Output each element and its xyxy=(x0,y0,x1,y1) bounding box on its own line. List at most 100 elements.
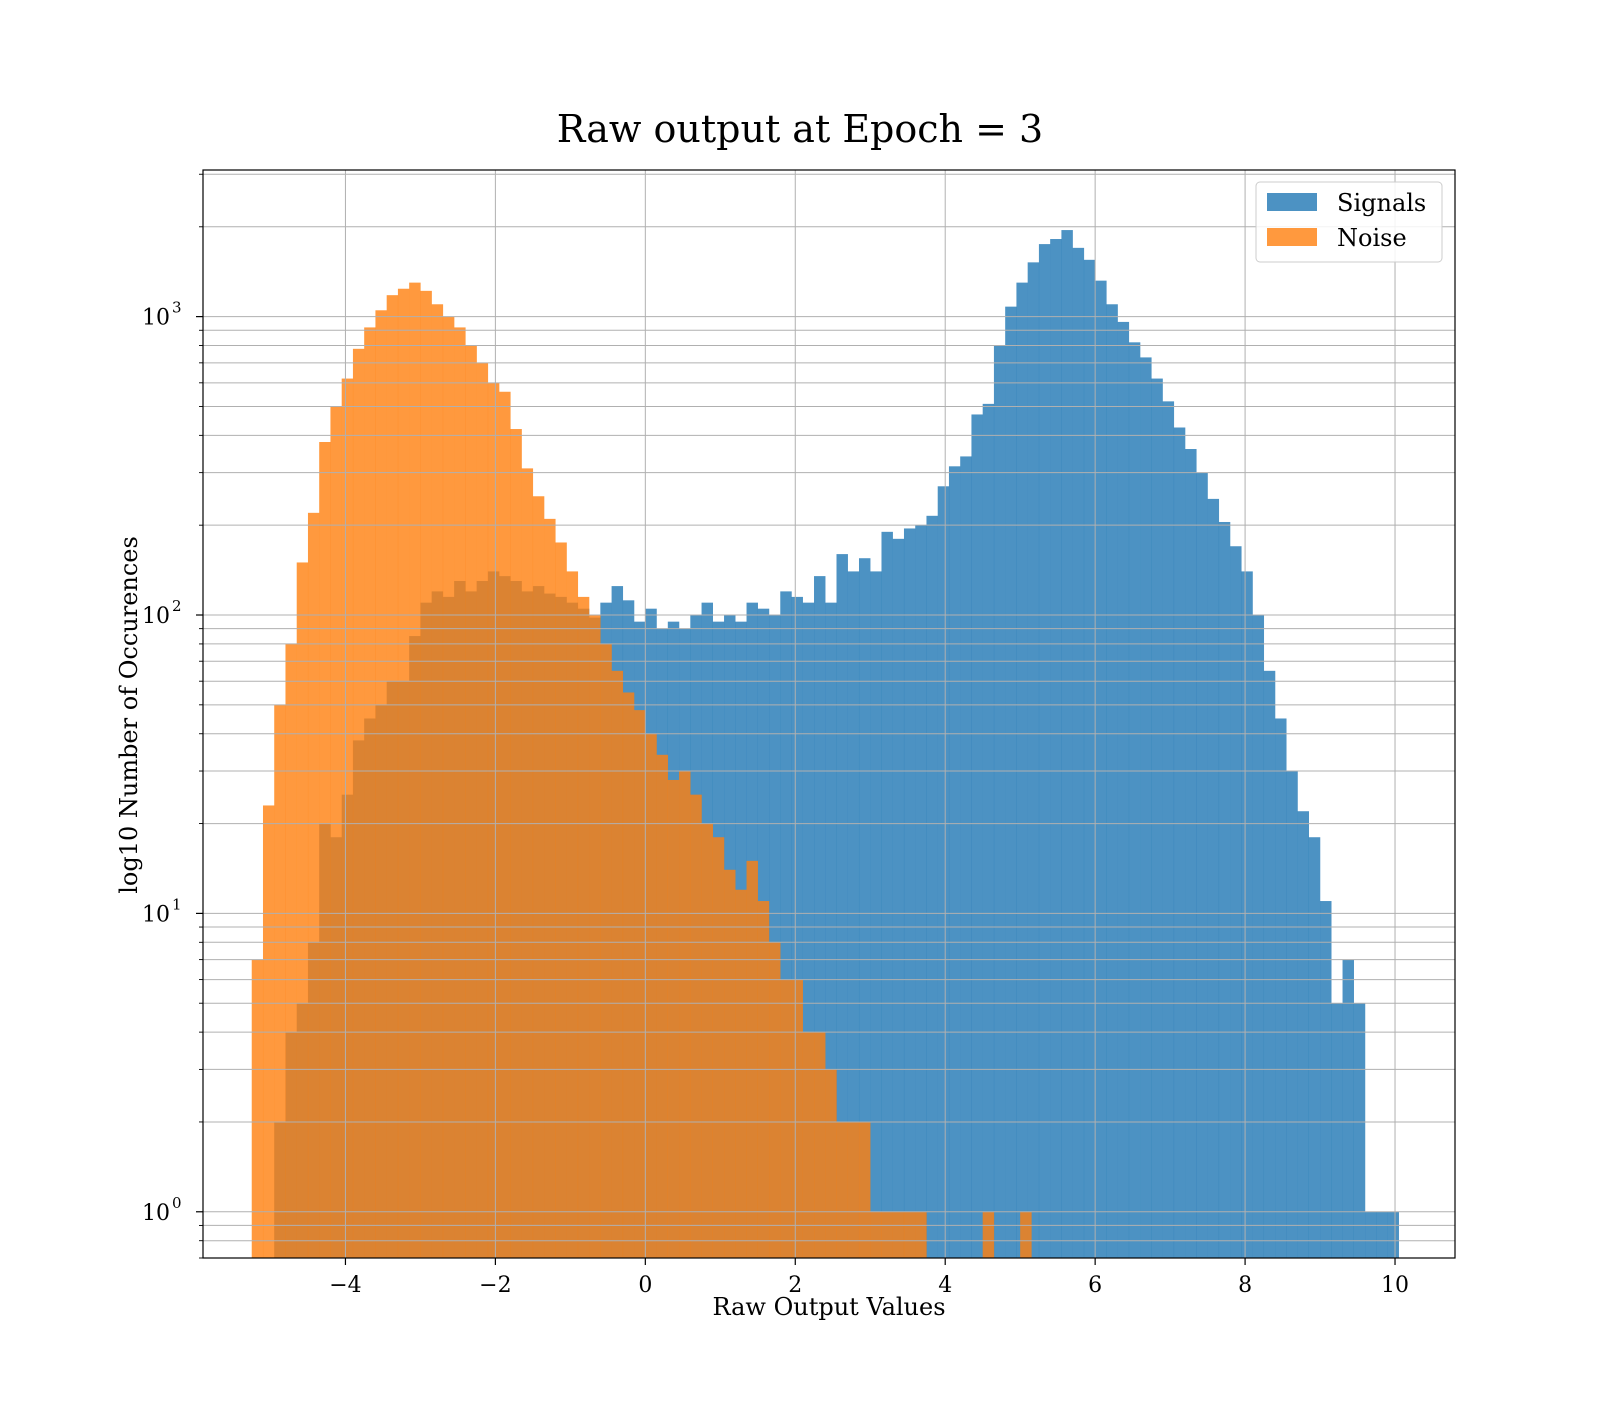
x-tick-label: 10 xyxy=(1381,1273,1409,1298)
legend-label-noise: Noise xyxy=(1337,224,1407,252)
bar-signals xyxy=(1275,718,1287,1258)
bar-signals xyxy=(825,602,837,1258)
grid-layer xyxy=(203,170,1455,1259)
chart-title: Raw output at Epoch = 3 xyxy=(557,107,1043,151)
bar-noise xyxy=(499,391,511,1258)
bar-noise xyxy=(476,362,489,1259)
bar-signals xyxy=(1365,1211,1377,1258)
bar-noise xyxy=(791,979,803,1258)
bar-noise xyxy=(667,779,680,1258)
bar-noise xyxy=(870,1211,882,1258)
bar-noise xyxy=(1020,1211,1032,1258)
bar-signals xyxy=(1050,239,1062,1258)
bar-noise xyxy=(622,692,635,1258)
bar-noise xyxy=(341,378,354,1258)
legend: Signals Noise xyxy=(1255,181,1443,263)
bar-signals xyxy=(1095,280,1107,1258)
bar-signals xyxy=(1297,811,1310,1258)
bar-signals xyxy=(915,525,927,1258)
bar-noise xyxy=(454,327,466,1258)
bar-signals xyxy=(1027,262,1040,1258)
y-tick-label: 10 1 xyxy=(142,895,182,927)
bar-noise xyxy=(589,615,601,1258)
bar-noise xyxy=(735,889,747,1258)
bar-noise xyxy=(746,860,758,1258)
bar-noise xyxy=(431,304,444,1258)
legend-swatch-signals xyxy=(1267,193,1317,211)
y-tick-base: 10 xyxy=(142,902,170,927)
bar-noise xyxy=(285,643,297,1258)
bar-noise xyxy=(802,1032,815,1258)
x-tick-label: 4 xyxy=(938,1273,952,1298)
bar-signals xyxy=(1083,259,1096,1258)
bar-noise xyxy=(780,979,792,1258)
bar-noise xyxy=(701,823,713,1258)
bar-noise xyxy=(555,542,567,1258)
bar-signals xyxy=(971,414,983,1259)
bar-signals xyxy=(1331,1003,1343,1258)
bar-noise xyxy=(465,345,477,1258)
bar-noise xyxy=(566,571,579,1258)
bar-noise xyxy=(690,794,702,1258)
x-tick-label: 0 xyxy=(638,1273,652,1298)
bar-noise xyxy=(757,901,770,1258)
bar-noise xyxy=(634,710,646,1258)
bar-noise xyxy=(274,704,286,1258)
bar-signals xyxy=(870,571,882,1258)
y-tick-base: 10 xyxy=(142,306,170,331)
bar-signals xyxy=(1072,247,1085,1259)
bar-noise xyxy=(532,496,545,1258)
bar-noise xyxy=(645,733,657,1258)
bar-noise xyxy=(814,1032,826,1258)
bar-signals xyxy=(903,528,916,1258)
bar-noise xyxy=(420,290,432,1259)
bar-signals xyxy=(1241,571,1253,1258)
y-tick-label: 10 0 xyxy=(142,1194,182,1226)
bar-signals xyxy=(982,403,995,1258)
bar-signals xyxy=(802,602,815,1258)
bar-signals xyxy=(1196,472,1208,1258)
bar-signals xyxy=(814,576,826,1258)
bar-signals xyxy=(993,345,1006,1258)
bar-signals xyxy=(1263,670,1276,1258)
bar-signals xyxy=(881,531,893,1258)
y-axis-label: log10 Number of Occurences xyxy=(115,536,143,894)
y-tick-exponent: 1 xyxy=(172,895,182,913)
bar-signals xyxy=(1185,449,1197,1258)
bars-layer xyxy=(251,230,1399,1259)
bar-noise xyxy=(858,1121,871,1258)
bar-noise xyxy=(600,643,612,1258)
bar-signals xyxy=(1128,342,1141,1259)
bar-signals xyxy=(1387,1211,1399,1258)
bar-signals xyxy=(769,615,781,1258)
bar-noise xyxy=(712,837,725,1258)
bar-signals xyxy=(1162,401,1175,1258)
y-tick-exponent: 2 xyxy=(172,597,182,615)
bar-signals xyxy=(1230,546,1242,1258)
bar-signals xyxy=(1151,378,1163,1258)
bar-noise xyxy=(982,1211,995,1258)
bar-signals xyxy=(1308,837,1321,1258)
bar-signals xyxy=(1173,427,1186,1258)
bar-noise xyxy=(364,327,376,1258)
bar-signals xyxy=(937,486,950,1258)
bar-noise xyxy=(397,288,410,1258)
bar-noise xyxy=(769,942,781,1258)
bar-noise xyxy=(836,1121,848,1258)
x-tick-label: 6 xyxy=(1088,1273,1102,1298)
y-tick-base: 10 xyxy=(142,1201,170,1226)
bar-noise xyxy=(881,1211,893,1258)
bar-signals xyxy=(1353,1003,1366,1258)
bar-signals xyxy=(892,538,905,1258)
bar-noise xyxy=(724,869,736,1258)
bar-signals xyxy=(1005,306,1017,1258)
bar-signals xyxy=(1038,244,1051,1259)
bar-noise xyxy=(352,348,365,1258)
bar-noise xyxy=(903,1211,916,1258)
plot-frame xyxy=(202,169,1456,1259)
bar-noise xyxy=(296,562,309,1258)
bar-noise xyxy=(375,310,387,1258)
